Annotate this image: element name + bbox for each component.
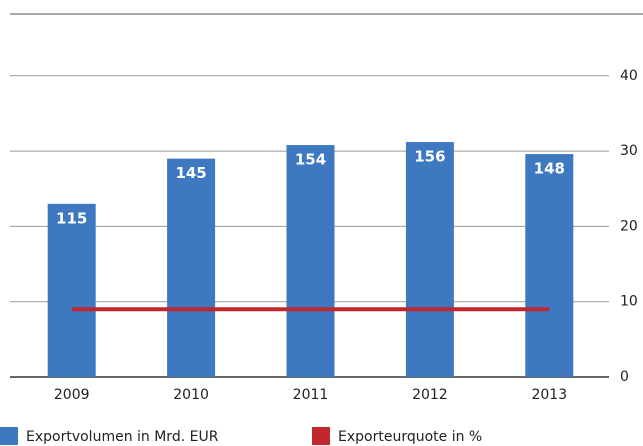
bar <box>405 142 454 377</box>
bar-value-label: 148 <box>534 160 565 178</box>
y2-tick-label: 10 <box>620 294 638 310</box>
bar <box>525 154 574 377</box>
bar <box>286 145 335 377</box>
y2-tick-label: 40 <box>620 68 638 84</box>
y2-tick-label: 0 <box>620 369 629 385</box>
x-tick-label: 2009 <box>54 387 90 403</box>
bar-value-label: 115 <box>56 209 87 227</box>
x-tick-label: 2010 <box>173 387 209 403</box>
bar-value-label: 154 <box>295 151 326 169</box>
x-tick-label: 2012 <box>412 387 448 403</box>
legend-label: Exporteurquote in % <box>338 429 482 445</box>
x-tick-label: 2013 <box>531 387 567 403</box>
legend-swatch <box>0 427 18 445</box>
bar-value-label: 145 <box>175 164 206 182</box>
legend-swatch <box>312 427 330 445</box>
bar-value-label: 156 <box>414 148 445 166</box>
bar <box>167 158 216 377</box>
x-tick-label: 2011 <box>293 387 329 403</box>
y2-tick-label: 30 <box>620 143 638 159</box>
legend-label: Exportvolumen in Mrd. EUR <box>26 429 219 445</box>
y2-tick-label: 20 <box>620 218 638 234</box>
bar <box>47 203 96 377</box>
